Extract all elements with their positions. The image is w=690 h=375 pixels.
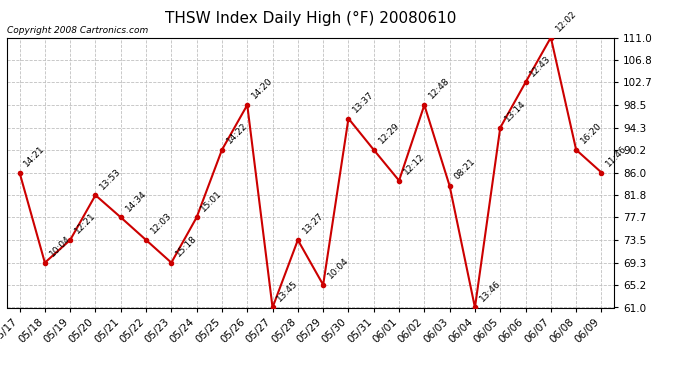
Text: 13:27: 13:27 bbox=[301, 211, 325, 236]
Text: 12:02: 12:02 bbox=[553, 9, 578, 33]
Text: 16:20: 16:20 bbox=[579, 121, 604, 146]
Text: 08:21: 08:21 bbox=[453, 157, 477, 182]
Text: 12:29: 12:29 bbox=[377, 121, 401, 146]
Text: 14:22: 14:22 bbox=[225, 121, 249, 146]
Text: 12:21: 12:21 bbox=[73, 211, 97, 236]
Text: 14:34: 14:34 bbox=[124, 189, 148, 213]
Text: 12:03: 12:03 bbox=[149, 211, 173, 236]
Text: 13:53: 13:53 bbox=[98, 166, 123, 191]
Text: 13:45: 13:45 bbox=[275, 279, 300, 303]
Text: 12:48: 12:48 bbox=[427, 76, 452, 101]
Text: 11:46: 11:46 bbox=[604, 144, 629, 168]
Text: Copyright 2008 Cartronics.com: Copyright 2008 Cartronics.com bbox=[7, 26, 148, 35]
Text: 12:12: 12:12 bbox=[402, 152, 426, 176]
Text: 15:18: 15:18 bbox=[174, 234, 199, 258]
Text: 14:20: 14:20 bbox=[250, 76, 275, 101]
Text: 10:04: 10:04 bbox=[326, 256, 351, 280]
Text: 13:46: 13:46 bbox=[477, 279, 502, 303]
Text: 10:04: 10:04 bbox=[48, 234, 72, 258]
Text: 14:21: 14:21 bbox=[22, 144, 47, 168]
Text: 12:43: 12:43 bbox=[529, 54, 553, 78]
Text: 13:37: 13:37 bbox=[351, 90, 376, 114]
Text: 13:14: 13:14 bbox=[503, 99, 528, 123]
Text: THSW Index Daily High (°F) 20080610: THSW Index Daily High (°F) 20080610 bbox=[165, 11, 456, 26]
Text: 15:01: 15:01 bbox=[199, 189, 224, 213]
